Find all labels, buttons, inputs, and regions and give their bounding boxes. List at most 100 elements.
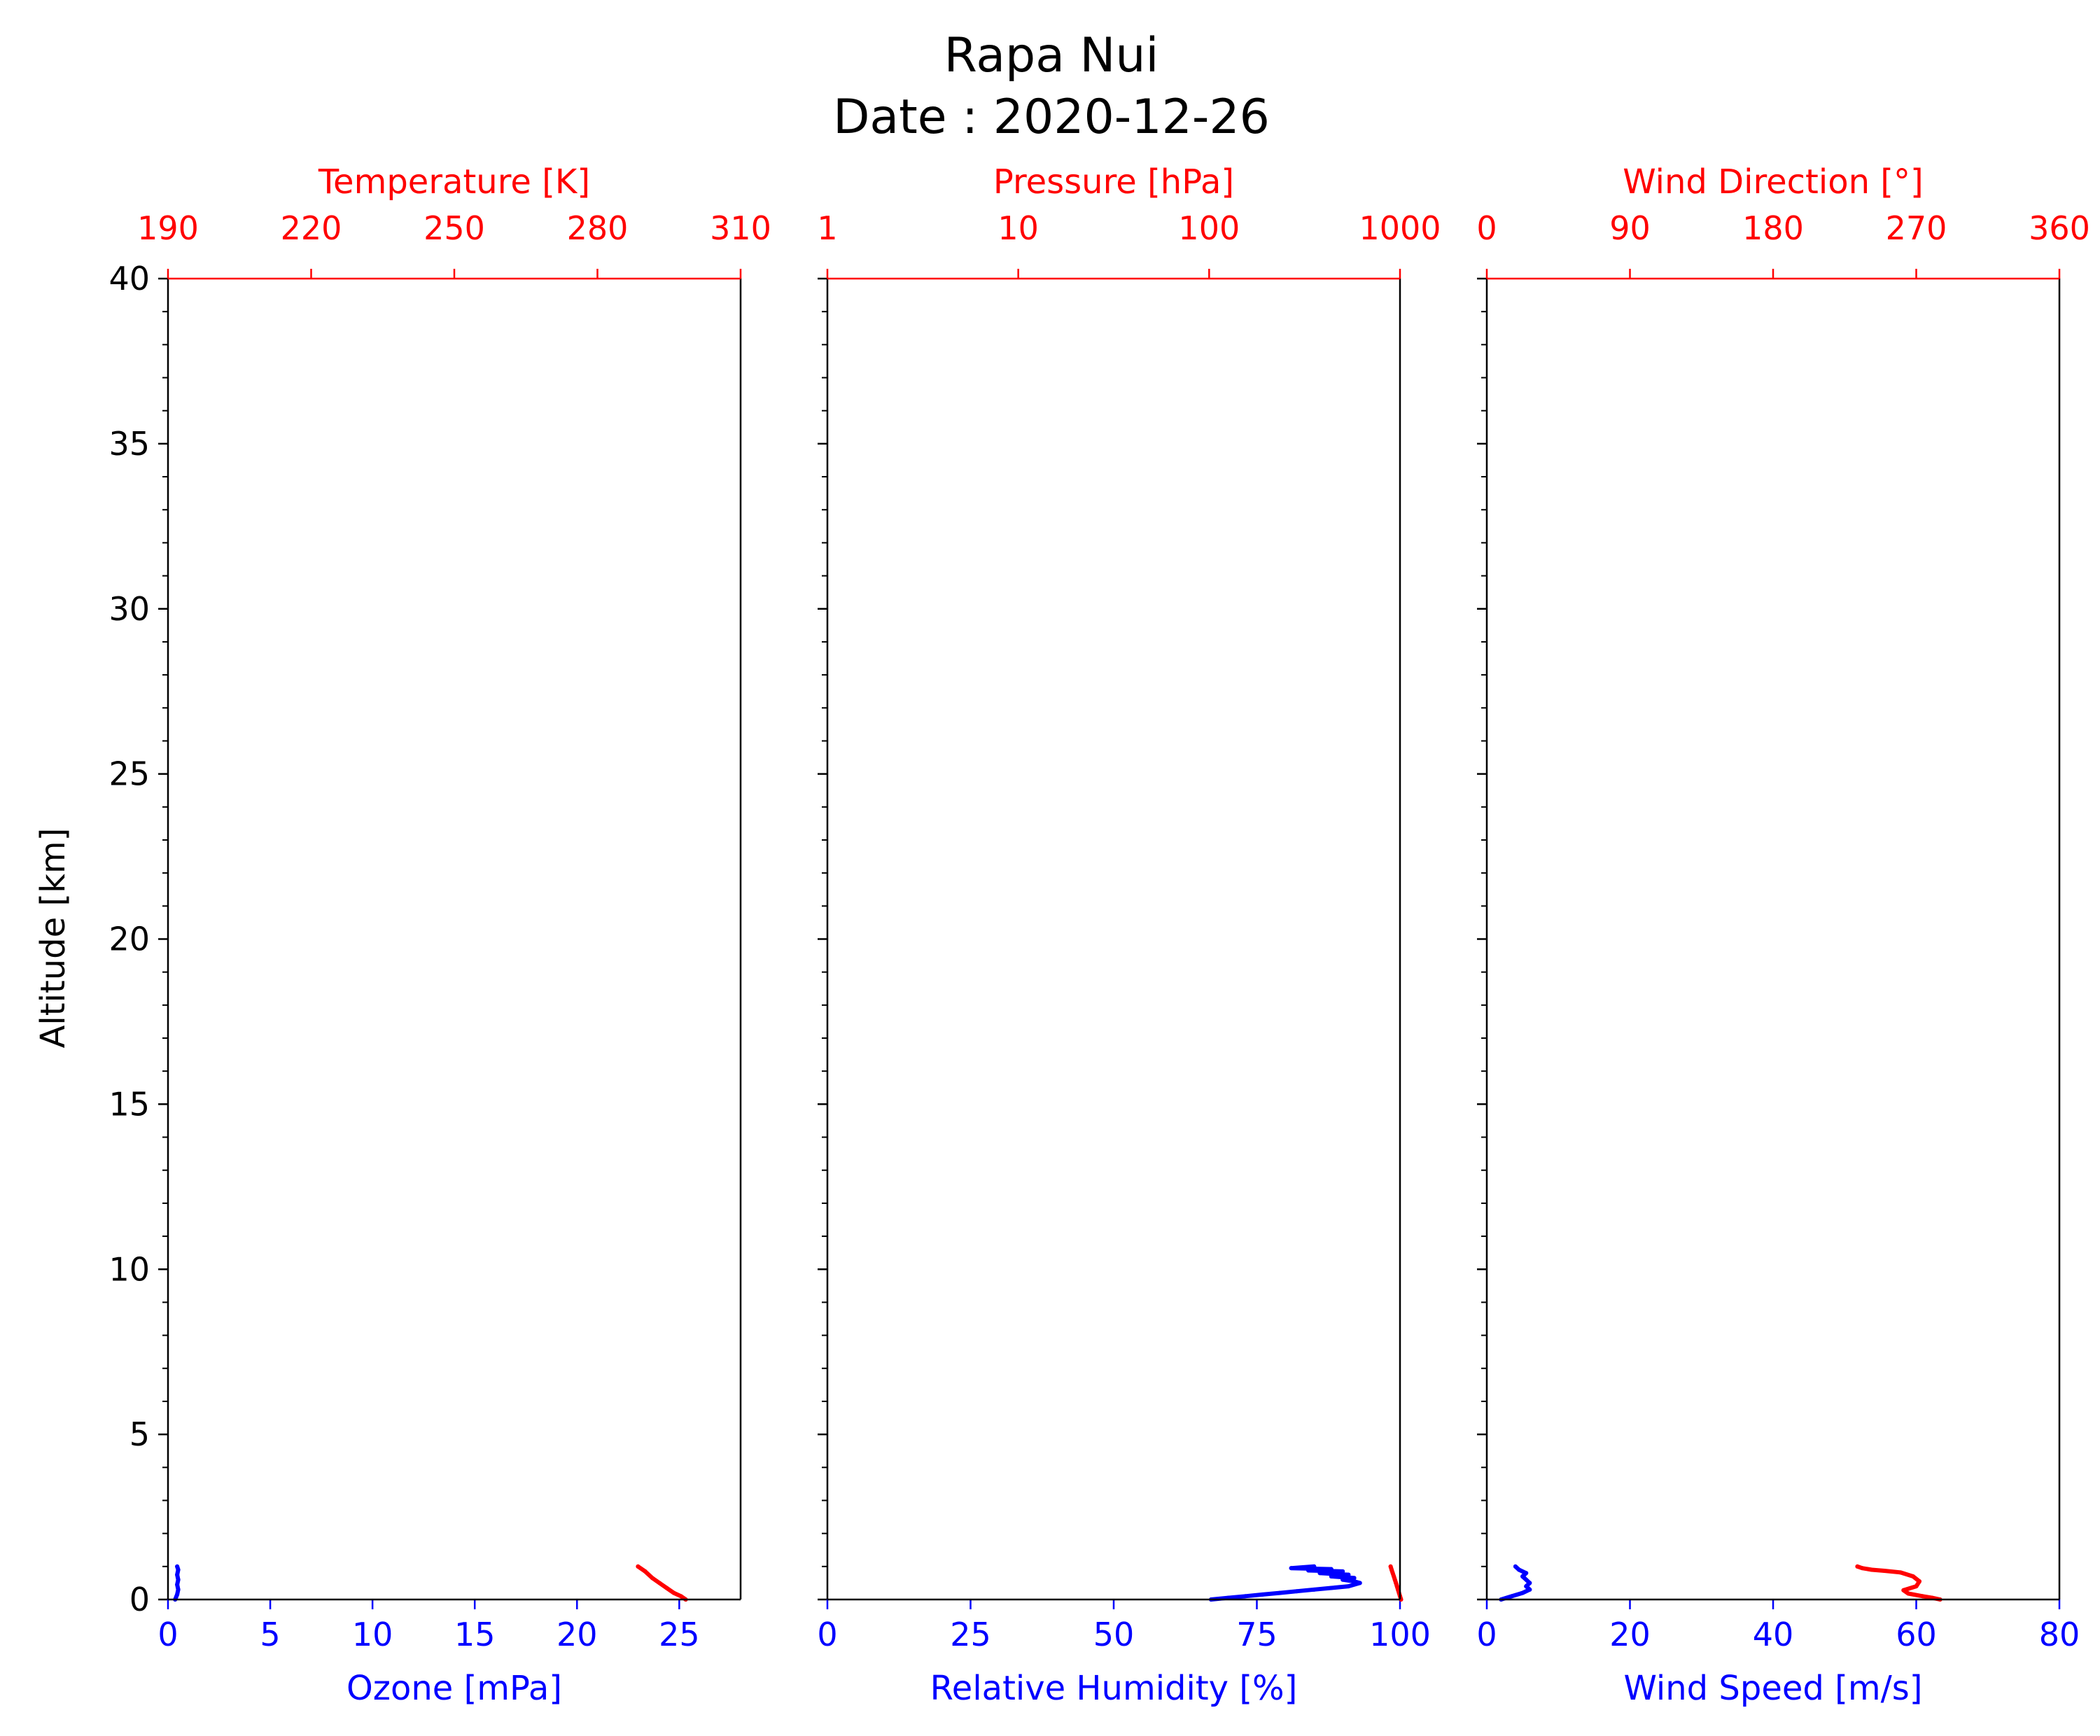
x-top-tick-label: 280 xyxy=(567,209,629,247)
data-point xyxy=(175,1564,180,1569)
data-point xyxy=(1394,1581,1399,1586)
data-point xyxy=(1312,1564,1317,1569)
data-point xyxy=(1527,1587,1532,1592)
data-point xyxy=(1509,1594,1514,1599)
figure-title-line1: Rapa Nui xyxy=(944,28,1159,83)
data-point xyxy=(1278,1590,1282,1595)
data-point xyxy=(671,1590,676,1595)
data-point xyxy=(1917,1579,1922,1584)
x-top-tick-label: 90 xyxy=(1609,209,1651,247)
x-bottom-tick-label: 0 xyxy=(817,1616,837,1653)
x-top-tick-label: 1000 xyxy=(1359,209,1441,247)
x-top-tick-label: 10 xyxy=(997,209,1039,247)
data-point xyxy=(1352,1579,1357,1584)
data-point xyxy=(1527,1581,1532,1586)
x-bottom-tick-label: 20 xyxy=(556,1616,598,1653)
x-bottom-tick-label: 60 xyxy=(1896,1616,1937,1653)
data-point xyxy=(1882,1568,1887,1573)
panel-1: 0 25 50 75 100 Relative Humidity [%] 1 10 100 100… xyxy=(817,162,1441,1708)
data-point xyxy=(1289,1566,1294,1571)
data-point xyxy=(1294,1589,1299,1594)
y-tick-label: 15 xyxy=(108,1085,150,1123)
data-point xyxy=(1855,1564,1860,1569)
data-point xyxy=(1906,1591,1911,1596)
data-point xyxy=(176,1577,181,1582)
x-bottom-tick-label: 80 xyxy=(2039,1616,2080,1653)
x-top-tick-label: 270 xyxy=(1886,209,1947,247)
data-point xyxy=(1920,1594,1925,1599)
x-top-tick-label: 100 xyxy=(1178,209,1240,247)
data-point xyxy=(1869,1567,1874,1572)
x-top-tick-label: 310 xyxy=(710,209,771,247)
y-tick-label: 40 xyxy=(108,260,150,298)
x-bottom-tick-label: 15 xyxy=(454,1616,496,1653)
data-point xyxy=(1306,1568,1311,1573)
data-point xyxy=(1513,1564,1518,1569)
data-point xyxy=(636,1564,640,1569)
data-point xyxy=(657,1581,662,1586)
x-bottom-tick-label: 0 xyxy=(1476,1616,1497,1653)
x-top-tick-label: 360 xyxy=(2029,209,2090,247)
data-point xyxy=(1524,1584,1529,1589)
data-point xyxy=(1357,1581,1362,1586)
figure-title-line2: Date : 2020-12-26 xyxy=(833,90,1270,145)
x-top-tick-label: 190 xyxy=(137,209,199,247)
data-point xyxy=(1340,1577,1345,1582)
data-point xyxy=(176,1567,181,1572)
x-top-tick-label: 1 xyxy=(817,209,837,247)
y-tick-label: 25 xyxy=(108,755,150,793)
data-point xyxy=(1394,1584,1399,1589)
x-top-tick-label: 250 xyxy=(424,209,485,247)
data-point xyxy=(1520,1590,1525,1595)
y-tick-label: 5 xyxy=(130,1415,150,1453)
y-tick-label: 10 xyxy=(108,1250,150,1288)
data-point xyxy=(1392,1574,1396,1578)
data-point xyxy=(1346,1572,1351,1577)
data-point xyxy=(1860,1566,1865,1571)
data-point xyxy=(1329,1574,1334,1578)
x-top-tick-label: 180 xyxy=(1742,209,1804,247)
data-point xyxy=(1329,1567,1334,1572)
x-bottom-tick-label: 25 xyxy=(950,1616,991,1653)
data-point xyxy=(1317,1571,1322,1576)
y-tick-label: 20 xyxy=(108,920,150,958)
x-bottom-axis-label: Relative Humidity [%] xyxy=(930,1669,1298,1708)
data-point xyxy=(175,1592,180,1597)
x-bottom-axis-label: Ozone [mPa] xyxy=(346,1669,562,1708)
x-bottom-tick-label: 10 xyxy=(352,1616,393,1653)
x-bottom-tick-label: 0 xyxy=(158,1616,178,1653)
x-bottom-tick-label: 100 xyxy=(1369,1616,1431,1653)
data-point xyxy=(1914,1584,1919,1589)
x-bottom-tick-label: 25 xyxy=(659,1616,700,1653)
y-tick-label: 30 xyxy=(108,590,150,628)
data-point xyxy=(175,1572,180,1577)
data-point xyxy=(1388,1564,1393,1569)
data-point xyxy=(1390,1567,1394,1572)
y-tick-label: 0 xyxy=(130,1581,150,1618)
data-point xyxy=(1243,1594,1248,1599)
x-top-axis-label: Wind Direction [°] xyxy=(1623,162,1923,202)
data-point xyxy=(1520,1574,1525,1578)
data-point xyxy=(664,1586,669,1590)
data-point xyxy=(1396,1587,1401,1592)
data-point xyxy=(1340,1569,1345,1574)
x-bottom-tick-label: 75 xyxy=(1236,1616,1278,1653)
data-point xyxy=(1898,1570,1903,1575)
panel-2: 0 20 40 60 80 Wind Speed [m/s] 0 90 180 270 360 Win… xyxy=(1476,162,2090,1708)
x-bottom-tick-label: 5 xyxy=(260,1616,280,1653)
x-bottom-tick-label: 40 xyxy=(1753,1616,1794,1653)
x-bottom-axis-label: Wind Speed [m/s] xyxy=(1623,1669,1922,1708)
x-top-axis-label: Pressure [hPa] xyxy=(993,162,1234,202)
data-point xyxy=(650,1576,654,1581)
data-point xyxy=(1901,1588,1906,1592)
x-top-tick-label: 220 xyxy=(281,209,342,247)
panel-0: 0 5 10 15 20 25 30 35 40 0 5 10 15 20 25 Ozone [mPa] 190… xyxy=(108,162,771,1708)
data-point xyxy=(1260,1592,1265,1597)
data-point xyxy=(678,1594,683,1599)
data-point xyxy=(1524,1571,1529,1576)
y-axis-label: Altitude [km] xyxy=(34,828,73,1049)
data-point xyxy=(1517,1567,1522,1572)
x-bottom-tick-label: 20 xyxy=(1609,1616,1651,1653)
